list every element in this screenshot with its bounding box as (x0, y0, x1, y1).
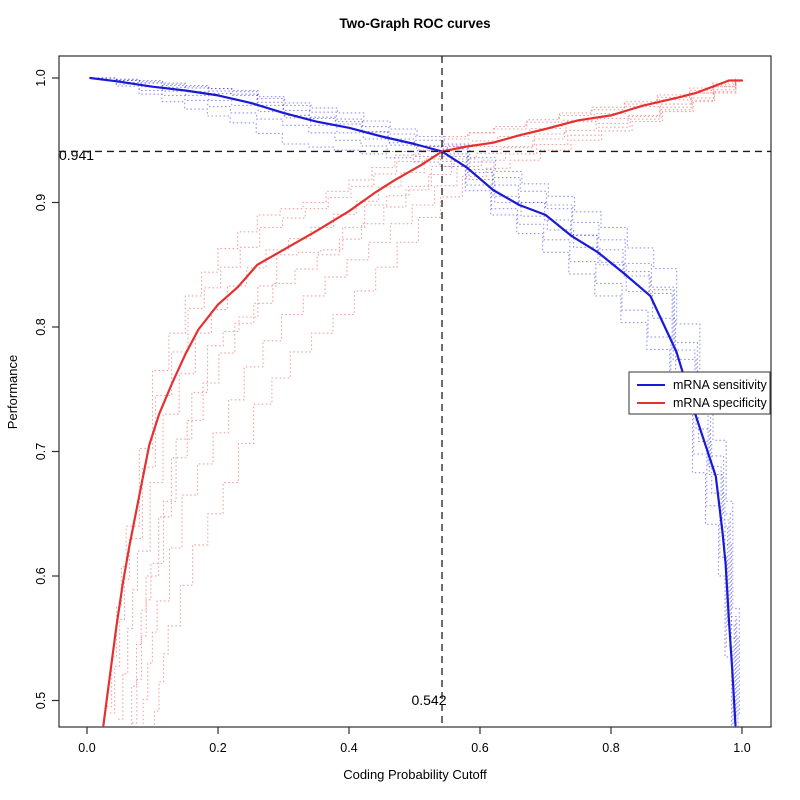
x-tick-label: 0.8 (602, 741, 619, 755)
y-axis: 0.5 0.6 0.7 0.8 0.9 1.0 (34, 69, 59, 709)
sensitivity-replicate-curve (93, 77, 735, 723)
specificity-replicate-curve (131, 81, 737, 727)
y-tick-label: 0.6 (34, 567, 48, 584)
legend-label-sensitivity: mRNA sensitivity (673, 378, 768, 392)
y-tick-label: 0.8 (34, 318, 48, 335)
threshold-lines (59, 56, 771, 727)
x-tick-label: 0.2 (209, 741, 226, 755)
x-tick-label: 0.0 (78, 741, 95, 755)
legend-label-specificity: mRNA specificity (673, 396, 768, 410)
sensitivity-curve (89, 76, 737, 727)
chart-title: Two-Graph ROC curves (339, 16, 490, 31)
x-tick-label: 0.6 (471, 741, 488, 755)
x-axis-label: Coding Probability Cutoff (343, 767, 487, 782)
sensitivity-replicate-curve (93, 77, 740, 716)
y-axis-label: Performance (5, 355, 20, 429)
sensitivity-replicate-curve (93, 77, 737, 722)
y-tick-label: 0.7 (34, 443, 48, 460)
performance-threshold-label: 0.941 (59, 147, 94, 163)
specificity-curve (102, 79, 744, 727)
x-tick-label: 0.4 (340, 741, 357, 755)
specificity-replicate-curve (109, 78, 737, 714)
x-tick-label: 1.0 (733, 741, 750, 755)
cutoff-threshold-label: 0.542 (411, 692, 446, 708)
y-tick-label: 0.5 (34, 692, 48, 709)
specificity-replicate-curve (132, 80, 737, 724)
plot-border (58, 55, 772, 728)
specificity-replicate-curve (153, 84, 737, 727)
specificity-replicate-curve (118, 80, 737, 720)
sensitivity-replicate-curve (93, 77, 738, 720)
specificity-replicate-curve (142, 83, 737, 727)
legend: mRNA sensitivity mRNA specificity (628, 371, 771, 415)
y-tick-label: 0.9 (34, 194, 48, 211)
y-tick-label: 1.0 (34, 69, 48, 86)
x-axis: 0.0 0.2 0.4 0.6 0.8 1.0 (78, 727, 751, 755)
sensitivity-replicate-curve (93, 77, 739, 727)
legend-box (628, 371, 771, 415)
